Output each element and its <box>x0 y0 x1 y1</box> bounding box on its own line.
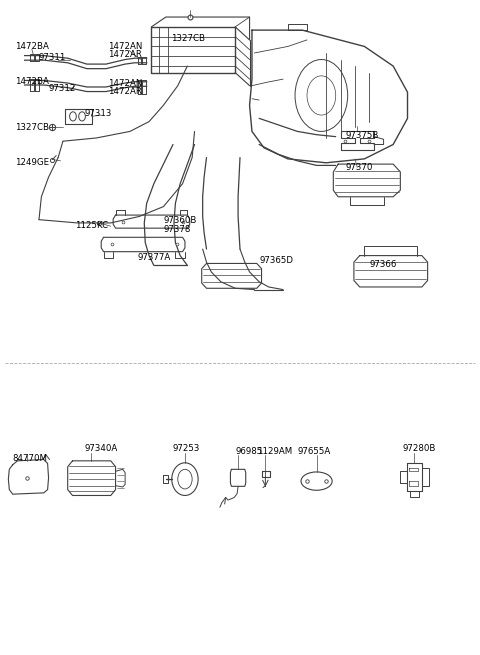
Text: 97377A: 97377A <box>137 253 170 262</box>
Text: 97312: 97312 <box>48 84 76 94</box>
Text: 97340A: 97340A <box>84 444 118 453</box>
Text: 1125KC: 1125KC <box>75 221 108 230</box>
Ellipse shape <box>301 472 332 490</box>
Text: 96985: 96985 <box>235 447 263 456</box>
Text: 97655A: 97655A <box>298 447 331 456</box>
Text: 84770M: 84770M <box>12 454 48 462</box>
Text: 97253: 97253 <box>173 444 200 453</box>
Text: 97366: 97366 <box>369 259 396 269</box>
Text: 1327CB: 1327CB <box>15 123 49 132</box>
Text: 1472BA: 1472BA <box>15 42 49 51</box>
Text: 97360B: 97360B <box>163 216 197 225</box>
Text: 97311: 97311 <box>39 53 66 62</box>
Text: 1472AN: 1472AN <box>108 79 143 88</box>
Text: 97378: 97378 <box>163 225 191 234</box>
Text: 97370: 97370 <box>345 163 372 172</box>
Text: 1249GE: 1249GE <box>15 159 49 167</box>
Text: 1472AN: 1472AN <box>108 42 143 51</box>
Text: 97313: 97313 <box>84 109 112 119</box>
Text: 1472BA: 1472BA <box>15 77 49 86</box>
Text: 1327CB: 1327CB <box>170 34 204 43</box>
Text: 1129AM: 1129AM <box>257 447 292 456</box>
Text: 97365D: 97365D <box>259 255 293 265</box>
Text: 1472AR: 1472AR <box>108 87 142 96</box>
Text: 97375B: 97375B <box>345 132 379 140</box>
Text: 1472AR: 1472AR <box>108 50 142 60</box>
Text: 97280B: 97280B <box>403 444 436 453</box>
Ellipse shape <box>172 463 198 495</box>
